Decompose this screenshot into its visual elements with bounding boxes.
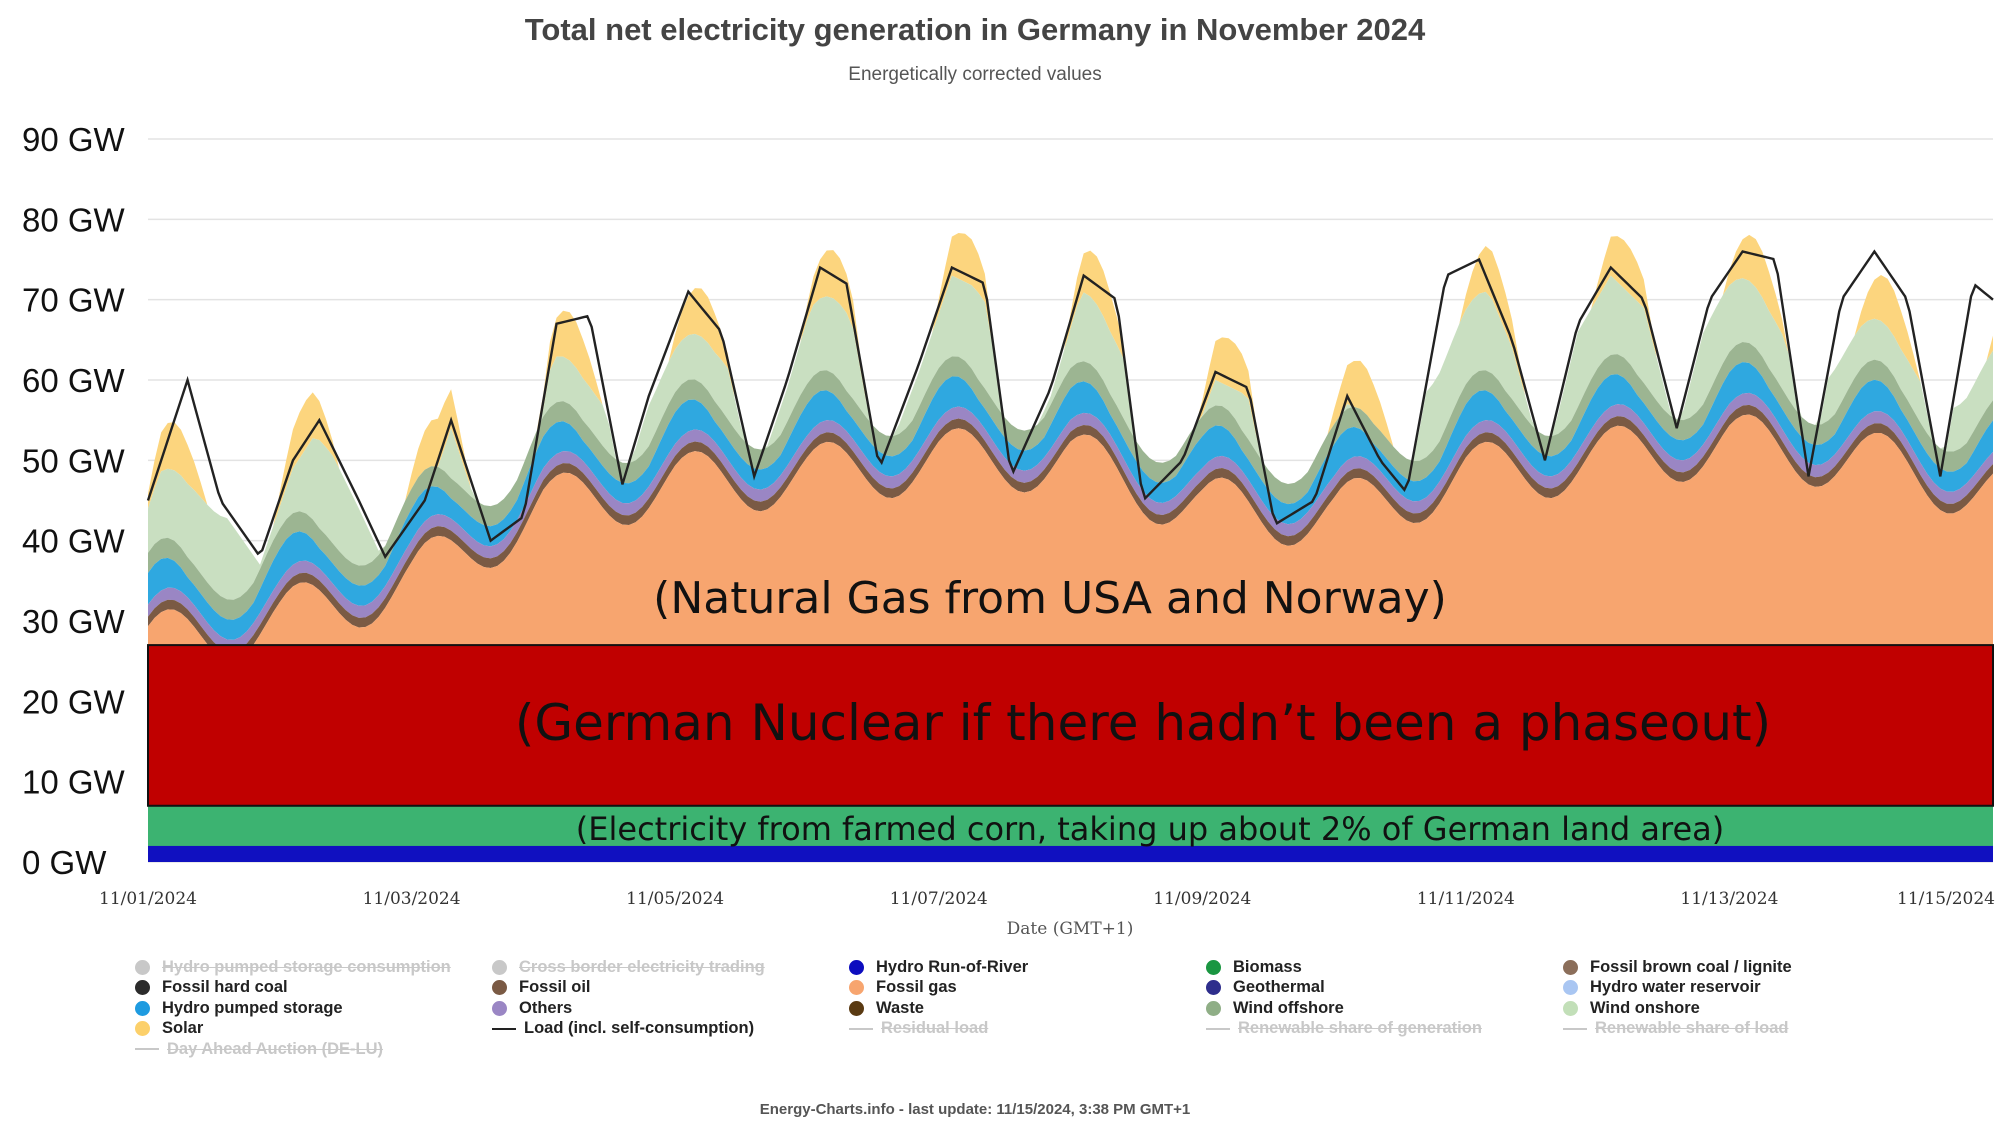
x-tick-label: 11/03/2024 bbox=[363, 889, 461, 909]
plot-area: 0 GW 10 GW 20 GW 30 GW 40 GW 50 GW 60 GW 70 GW 8… bbox=[22, 121, 1995, 939]
x-tick-label: 11/05/2024 bbox=[626, 889, 724, 909]
legend-item[interactable]: Fossil oil bbox=[492, 978, 591, 998]
legend-dot-marker bbox=[135, 980, 150, 996]
y-tick-label: 20 GW bbox=[22, 683, 126, 720]
legend-label: Cross border electricity trading bbox=[519, 957, 765, 976]
legend-dot-marker bbox=[135, 959, 150, 975]
legend-dot-marker bbox=[1206, 1000, 1221, 1016]
area-wind-offshore bbox=[148, 341, 1993, 620]
area-hydro-run-of-river bbox=[148, 845, 1993, 862]
legend-item[interactable]: Day Ahead Auction (DE-LU) bbox=[135, 1039, 383, 1059]
legend-dot-marker bbox=[1206, 959, 1221, 975]
x-tick-label: 11/13/2024 bbox=[1680, 889, 1778, 909]
area-wind-onshore bbox=[148, 275, 1993, 600]
legend-dot-marker bbox=[849, 959, 864, 975]
legend-line-marker bbox=[135, 1048, 159, 1051]
chart-subtitle: Energetically corrected values bbox=[848, 64, 1102, 85]
legend-item[interactable]: Wind onshore bbox=[1563, 998, 1700, 1018]
legend-dot-marker bbox=[492, 959, 507, 975]
y-tick-label: 10 GW bbox=[22, 764, 126, 801]
legend-item[interactable]: Load (incl. self-consumption) bbox=[492, 1019, 754, 1039]
legend-label: Hydro water reservoir bbox=[1590, 978, 1761, 997]
legend-label: Fossil brown coal / lignite bbox=[1590, 957, 1792, 976]
legend-label: Residual load bbox=[881, 1019, 989, 1038]
legend-item[interactable]: Biomass bbox=[1206, 957, 1302, 977]
legend-label: Fossil oil bbox=[519, 978, 591, 997]
overlay-label-corn: (Electricity from farmed corn, taking up… bbox=[576, 810, 1724, 848]
legend-label: Hydro pumped storage bbox=[162, 998, 343, 1017]
area-fossil-oil-coal bbox=[148, 404, 1993, 662]
legend-item[interactable]: Fossil hard coal bbox=[135, 978, 288, 998]
legend-line-marker bbox=[492, 1027, 516, 1030]
series-load-line bbox=[146, 249, 1994, 560]
legend-item[interactable]: Hydro pumped storage bbox=[135, 998, 343, 1018]
x-tick-label: 11/15/2024 bbox=[1897, 889, 1995, 909]
chart-title: Total net electricity generation in Germ… bbox=[524, 12, 1426, 47]
legend-label: Wind onshore bbox=[1590, 998, 1700, 1017]
legend-item[interactable]: Hydro water reservoir bbox=[1563, 978, 1761, 998]
legend-item[interactable]: Hydro pumped storage consumption bbox=[135, 957, 451, 977]
y-tick-label: 0 GW bbox=[22, 844, 107, 881]
legend-item[interactable]: Renewable share of generation bbox=[1206, 1019, 1482, 1039]
overlay-nuclear-box bbox=[147, 644, 1994, 807]
y-tick-label: 50 GW bbox=[22, 442, 126, 479]
legend-line-marker bbox=[849, 1027, 873, 1030]
legend-label: Geothermal bbox=[1233, 978, 1325, 997]
legend-item[interactable]: Solar bbox=[135, 1019, 203, 1039]
legend-label: Load (incl. self-consumption) bbox=[524, 1019, 755, 1038]
legend-dot-marker bbox=[135, 1021, 150, 1037]
legend-dot-marker bbox=[135, 1000, 150, 1016]
legend-item[interactable]: Waste bbox=[849, 998, 924, 1018]
legend-label: Biomass bbox=[1233, 957, 1302, 976]
legend-item[interactable]: Wind offshore bbox=[1206, 998, 1344, 1018]
legend-label: Renewable share of load bbox=[1595, 1019, 1789, 1038]
legend-item[interactable]: Geothermal bbox=[1206, 978, 1325, 998]
overlay-label-gas: (Natural Gas from USA and Norway) bbox=[653, 573, 1447, 624]
legend-dot-marker bbox=[492, 980, 507, 996]
legend-label: Waste bbox=[876, 998, 924, 1017]
x-tick-label: 11/09/2024 bbox=[1153, 889, 1251, 909]
legend-item[interactable]: Hydro Run-of-River bbox=[849, 957, 1028, 977]
legend-label: Fossil gas bbox=[876, 978, 957, 997]
x-axis-label: Date (GMT+1) bbox=[1007, 919, 1134, 939]
legend-dot-marker bbox=[492, 1000, 507, 1016]
legend-item[interactable]: Renewable share of load bbox=[1563, 1019, 1788, 1039]
legend: Hydro pumped storage consumption Cross bo… bbox=[135, 957, 1955, 1067]
legend-dot-marker bbox=[849, 980, 864, 996]
legend-label: Solar bbox=[162, 1019, 204, 1038]
legend-label: Hydro Run-of-River bbox=[876, 957, 1029, 976]
legend-label: Hydro pumped storage consumption bbox=[162, 957, 451, 976]
legend-dot-marker bbox=[1563, 980, 1578, 996]
legend-item[interactable]: Fossil brown coal / lignite bbox=[1563, 957, 1792, 977]
legend-item[interactable]: Cross border electricity trading bbox=[492, 957, 765, 977]
legend-item[interactable]: Fossil gas bbox=[849, 978, 957, 998]
legend-dot-marker bbox=[849, 1000, 864, 1016]
legend-line-marker bbox=[1563, 1027, 1587, 1030]
legend-label: Others bbox=[519, 998, 573, 1017]
y-tick-label: 90 GW bbox=[22, 121, 126, 158]
y-tick-label: 70 GW bbox=[22, 282, 126, 319]
area-hydro-pumped-storage bbox=[148, 362, 1993, 640]
legend-item[interactable]: Others bbox=[492, 998, 572, 1018]
x-tick-label: 11/01/2024 bbox=[99, 889, 197, 909]
overlay-label-nuclear: (German Nuclear if there hadn’t been a p… bbox=[515, 694, 1771, 752]
legend-label: Day Ahead Auction (DE-LU) bbox=[167, 1039, 384, 1058]
y-tick-label: 30 GW bbox=[22, 603, 126, 640]
legend-label: Wind offshore bbox=[1233, 998, 1344, 1017]
legend-dot-marker bbox=[1206, 980, 1221, 996]
y-tick-label: 60 GW bbox=[22, 362, 126, 399]
legend-dot-marker bbox=[1563, 959, 1578, 975]
legend-item[interactable]: Residual load bbox=[849, 1019, 988, 1039]
legend-line-marker bbox=[1206, 1027, 1230, 1030]
legend-label: Renewable share of generation bbox=[1238, 1019, 1482, 1038]
x-tick-label: 11/11/2024 bbox=[1417, 889, 1515, 909]
legend-label: Fossil hard coal bbox=[162, 978, 288, 997]
x-tick-label: 11/07/2024 bbox=[890, 889, 988, 909]
y-tick-label: 80 GW bbox=[22, 201, 126, 238]
y-tick-label: 40 GW bbox=[22, 523, 126, 560]
legend-dot-marker bbox=[1563, 1000, 1578, 1016]
footer-credit: Energy-Charts.info - last update: 11/15/… bbox=[759, 1101, 1191, 1118]
